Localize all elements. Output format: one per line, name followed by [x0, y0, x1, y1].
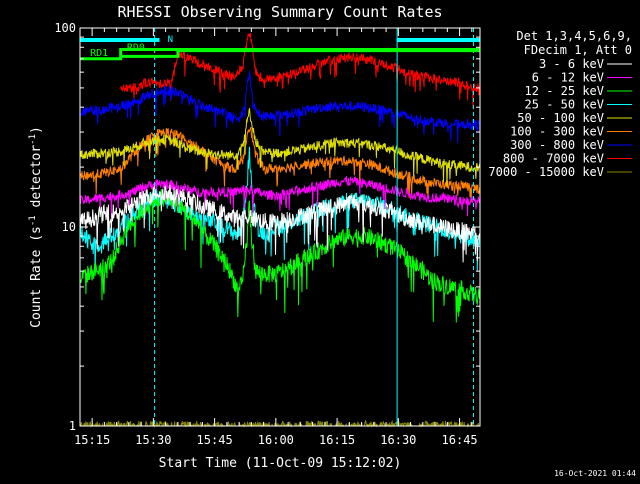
legend-entry-label: 12 - 25 keV: [525, 84, 604, 98]
legend-entry-label: 3 - 6 keV: [539, 57, 604, 71]
y-axis-label-tail: detector: [29, 145, 44, 216]
legend-entry-label: 7000 - 15000 keV: [488, 165, 604, 179]
y-axis-label-sup2: -1: [28, 134, 38, 145]
y-tick-label: 100: [54, 21, 76, 35]
legend: Det 1,3,4,5,6,9, FDecim 1, Att 0 3 - 6 k…: [488, 29, 632, 179]
series-line: [79, 419, 480, 428]
x-tick-label: 16:00: [258, 433, 294, 447]
legend-entry-label: 300 - 800 keV: [510, 138, 604, 152]
series-line: [79, 188, 481, 323]
series-line: [79, 71, 481, 144]
y-axis-label: Count Rate (s-1 detector-1): [28, 126, 44, 328]
x-tick-label: 15:30: [135, 433, 171, 447]
series-line: [79, 126, 481, 203]
rd0-flag-label: RD0: [127, 42, 145, 53]
night-flag-label: N: [168, 35, 173, 45]
flags-layer: RD1 RD0 N: [79, 28, 480, 426]
y-axis-label-end: ): [29, 126, 44, 134]
legend-header-line-1: Det 1,3,4,5,6,9,: [516, 29, 632, 43]
rd1-flag-label: RD1: [90, 48, 108, 59]
rd0-flag-line: [120, 49, 480, 58]
series-line: [79, 184, 481, 263]
legend-entry-label: 6 - 12 keV: [532, 71, 604, 85]
chart-title: RHESSI Observing Summary Count Rates: [117, 3, 442, 21]
series-line: [79, 108, 481, 187]
series-line: [120, 33, 481, 109]
legend-entry-label: 100 - 300 keV: [510, 125, 604, 139]
x-tick-label: 15:15: [74, 433, 110, 447]
legend-entry-label: 25 - 50 keV: [525, 98, 604, 112]
x-tick-label: 16:45: [442, 433, 478, 447]
y-tick-label: 1: [69, 419, 76, 433]
y-tick-label: 10: [62, 220, 76, 234]
y-axis-label-main: Count Rate (s: [29, 226, 44, 328]
x-tick-label: 16:30: [380, 433, 416, 447]
y-axis-label-sup: -1: [28, 215, 38, 226]
legend-entry-label: 50 - 100 keV: [517, 111, 604, 125]
legend-entry-label: 800 - 7000 keV: [503, 152, 604, 166]
footer-date: 16-Oct-2021 01:44: [554, 469, 636, 478]
x-axis-label: Start Time (11-Oct-09 15:12:02): [159, 456, 402, 471]
x-tick-label: 15:45: [197, 433, 233, 447]
x-axis: 15:15 15:30 15:45 16:00 16:15 16:30 16:45: [74, 28, 478, 447]
x-tick-label: 16:15: [319, 433, 355, 447]
legend-header-line-2: FDecim 1, Att 0: [524, 43, 632, 57]
series-layer: [79, 33, 481, 428]
y-axis: 1 10 100: [54, 21, 480, 433]
